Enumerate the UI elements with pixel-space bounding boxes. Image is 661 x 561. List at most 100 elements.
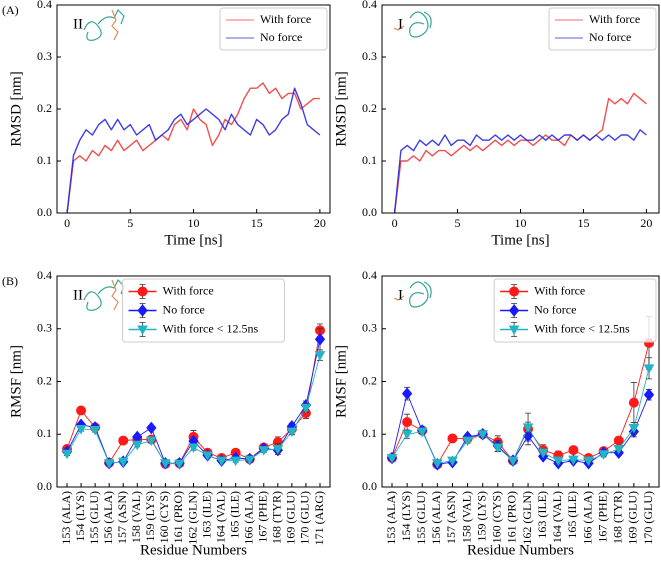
legend-label: With force < 12.5ns [163, 321, 259, 335]
marker [477, 430, 489, 440]
marker [628, 397, 639, 408]
x-tick-label: 158 (VAL) [129, 491, 143, 543]
y-tick-label: 0.2 [37, 373, 52, 387]
x-tick-label: 169 (GLU) [626, 491, 640, 545]
marker [447, 433, 458, 444]
marker [89, 426, 101, 436]
legend: With force No force [219, 7, 328, 51]
marker [492, 443, 504, 453]
x-tick-label: 5 [127, 216, 133, 230]
marker [613, 445, 625, 455]
legend-label: With force [163, 283, 214, 297]
annotation: II [73, 16, 83, 32]
y-axis-label: RMSF [nm] [333, 345, 349, 418]
legend: With force No force [548, 7, 657, 51]
legend-box [122, 278, 285, 343]
marker [509, 286, 520, 297]
marker [402, 417, 413, 428]
marker [216, 456, 227, 467]
x-tick-label: 153 (ALA) [59, 491, 73, 545]
marker [258, 446, 270, 456]
legend-label: No force [589, 30, 631, 44]
x-tick-label: 166 (ALA) [580, 491, 594, 545]
series-line [391, 342, 650, 466]
plot-frame [56, 4, 331, 214]
x-tick-label: 163 (ILE) [535, 491, 549, 539]
marker [507, 456, 519, 467]
x-tick-label: 154 (LYS) [399, 491, 413, 541]
panel-label: (B) [2, 274, 18, 288]
marker [188, 443, 199, 453]
y-tick-label: 0.4 [37, 268, 52, 282]
y-tick-label: 0.1 [37, 426, 52, 440]
panel: 0.0 0.1 0.2 0.3 0.4 153 (ALA) 154 (LYS) 155 (GL… [333, 268, 660, 558]
protein-icon [83, 8, 125, 41]
marker [537, 448, 549, 459]
x-tick-label: 155 (GLU) [414, 491, 428, 545]
x-tick-label: 153 (ALA) [384, 491, 398, 545]
legend-label: With force [589, 12, 640, 26]
marker [174, 459, 185, 470]
x-tick-label: 159 (LYS) [474, 491, 488, 541]
x-tick-label: 163 (ILE) [199, 491, 213, 539]
x-tick-label: 170 (GLU) [298, 491, 312, 545]
marker [103, 459, 115, 469]
x-axis-label: Time [ns] [491, 232, 549, 248]
y-tick-label: 0.4 [37, 0, 52, 11]
y-axis-label: RMSF [nm] [8, 345, 24, 418]
x-axis-label: Time [ns] [164, 232, 222, 248]
marker [314, 333, 326, 346]
y-tick-label: 0.3 [37, 49, 52, 63]
protein-icon [393, 25, 405, 31]
protein-icon [111, 279, 119, 311]
y-axis-label: RMSD [nm] [8, 71, 24, 146]
x-axis-label: Residue Numbers [467, 542, 574, 558]
marker [462, 436, 473, 447]
x-tick-label: 164 (VAL) [550, 491, 564, 543]
marker [145, 436, 157, 447]
marker [244, 455, 256, 466]
legend-label: With force < 12.5ns [534, 321, 630, 335]
x-tick-label: 155 (GLU) [87, 491, 101, 545]
x-tick-label: 5 [455, 216, 461, 230]
x-tick-label: 156 (ALA) [101, 491, 115, 545]
y-tick-label: 0.1 [362, 426, 377, 440]
marker [583, 456, 594, 467]
x-tick-label: 160 (CYS) [490, 491, 504, 543]
marker [598, 450, 610, 460]
marker [568, 445, 579, 456]
x-axis-label: Residue Numbers [140, 542, 247, 558]
x-tick-label: 168 (TYR) [611, 491, 625, 544]
annotation: II [73, 287, 83, 303]
x-tick-label: 20 [640, 216, 652, 230]
x-tick-label: 168 (TYR) [270, 491, 284, 544]
marker [76, 405, 87, 416]
protein-icon [409, 281, 432, 308]
x-tick-label: 158 (VAL) [459, 491, 473, 543]
x-tick-label: 160 (CYS) [157, 491, 171, 543]
y-tick-label: 0.0 [37, 205, 52, 219]
marker [643, 388, 655, 401]
marker [508, 325, 520, 336]
x-tick-label: 159 (LYS) [143, 491, 157, 541]
x-tick-label: 15 [577, 216, 589, 230]
protein-icon [393, 295, 405, 301]
panel: 0.0 0.1 0.2 0.3 0.4 0 5 10 15 20 Time [ns] RMSD [nm… [333, 0, 660, 248]
marker [643, 364, 655, 374]
y-tick-label: 0.3 [362, 321, 377, 335]
y-tick-label: 0.1 [37, 153, 52, 167]
marker [568, 455, 579, 466]
y-tick-label: 0.0 [37, 479, 52, 493]
y-tick-label: 0.3 [37, 321, 52, 335]
marker [230, 456, 242, 467]
marker [386, 453, 398, 464]
legend: With force No force With force < 12.5ns [122, 278, 285, 343]
y-tick-label: 0.0 [362, 479, 377, 493]
marker [131, 440, 143, 451]
series-line [66, 87, 321, 214]
protein-icon [409, 11, 432, 38]
legend-label: With force [260, 12, 311, 26]
series-line [391, 392, 650, 465]
marker [447, 456, 458, 467]
